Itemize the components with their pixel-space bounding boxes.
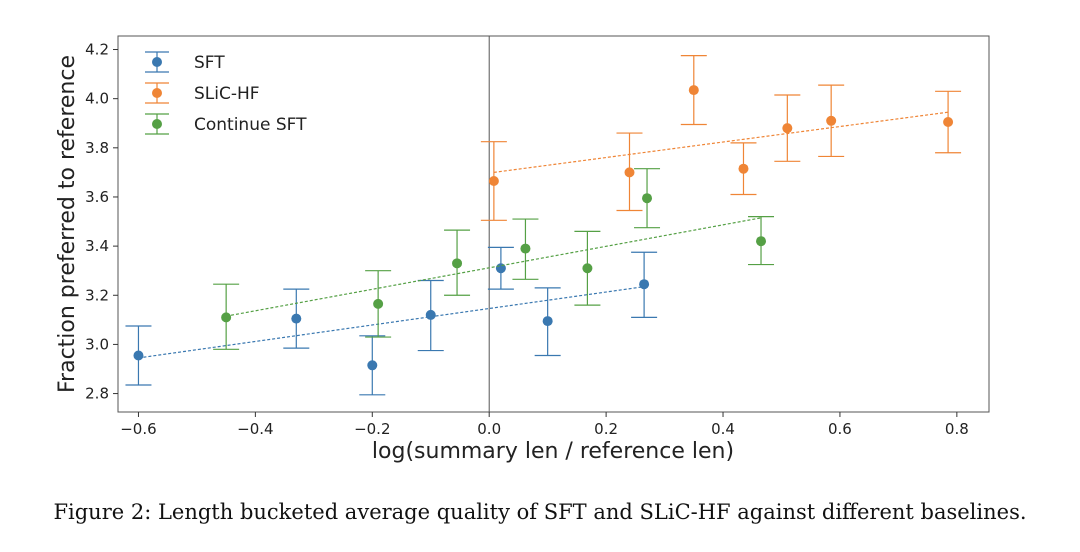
legend: SFT SLiC-HF Continue SFT (145, 51, 307, 135)
y-tick-label: 4.2 (85, 41, 109, 59)
legend-marker-sft (152, 57, 162, 67)
data-point-sft (542, 316, 553, 327)
data-point-continue-sft (642, 193, 653, 204)
series-sft (125, 246, 658, 396)
trend-line-sft (138, 286, 645, 359)
data-point-slic-hf (782, 123, 793, 134)
y-tick-label: 2.8 (85, 385, 109, 403)
x-tick-label: 0.0 (477, 420, 501, 438)
figure-caption: Figure 2: Length bucketed average qualit… (53, 500, 1027, 524)
y-tick-label: 4.0 (85, 90, 109, 108)
data-point-slic-hf (688, 85, 699, 96)
series-continue-sft (213, 168, 775, 350)
series-slic-hf (480, 55, 962, 221)
data-point-sft (425, 309, 436, 320)
x-axis-label: log(summary len / reference len) (372, 439, 734, 464)
data-point-continue-sft (756, 236, 767, 247)
trend-line-slic-hf (493, 111, 949, 173)
data-point-slic-hf (826, 115, 837, 126)
x-tick-label: 0.6 (828, 420, 852, 438)
x-tick-label: −0.2 (354, 420, 390, 438)
chart-canvas: −0.6 −0.4 −0.2 0.0 0.2 0.4 0.6 0.8 2.8 3.0 3.2 3.4 3… (55, 35, 990, 464)
y-axis-label: Fraction preferred to reference (55, 55, 80, 393)
x-tick-label: −0.4 (237, 420, 273, 438)
y-tick-label: 3.6 (85, 188, 109, 206)
data-point-continue-sft (520, 243, 531, 254)
trend-line-continue-sft (226, 217, 762, 317)
x-tick-label: −0.6 (120, 420, 156, 438)
data-point-continue-sft (452, 258, 463, 269)
data-point-slic-hf (943, 117, 954, 128)
y-tick-label: 3.8 (85, 139, 109, 157)
legend-label-continue-sft: Continue SFT (194, 115, 307, 135)
data-point-slic-hf (488, 175, 499, 186)
data-point-continue-sft (221, 312, 232, 323)
legend-label-sft: SFT (194, 53, 225, 73)
data-point-slic-hf (624, 167, 635, 178)
data-point-sft (639, 279, 650, 290)
data-point-continue-sft (582, 263, 593, 274)
legend-marker-continue-sft (152, 119, 162, 129)
plot-area (117, 35, 990, 413)
data-point-continue-sft (373, 298, 384, 309)
legend-label-slic-hf: SLiC-HF (194, 84, 260, 104)
data-point-sft (291, 313, 302, 324)
data-point-sft (367, 360, 378, 371)
x-tick-label: 0.8 (945, 420, 969, 438)
axis-ticks: −0.6 −0.4 −0.2 0.0 0.2 0.4 0.6 0.8 2.8 3.0 3.2 3.4 3… (85, 41, 969, 438)
y-tick-label: 3.0 (85, 335, 109, 353)
x-tick-label: 0.2 (594, 420, 618, 438)
data-point-sft (133, 350, 144, 361)
y-tick-label: 3.4 (85, 237, 109, 255)
y-tick-label: 3.2 (85, 286, 109, 304)
legend-marker-slic-hf (152, 88, 162, 98)
data-point-slic-hf (738, 163, 749, 174)
plot-frame (117, 35, 990, 413)
x-tick-label: 0.4 (711, 420, 735, 438)
